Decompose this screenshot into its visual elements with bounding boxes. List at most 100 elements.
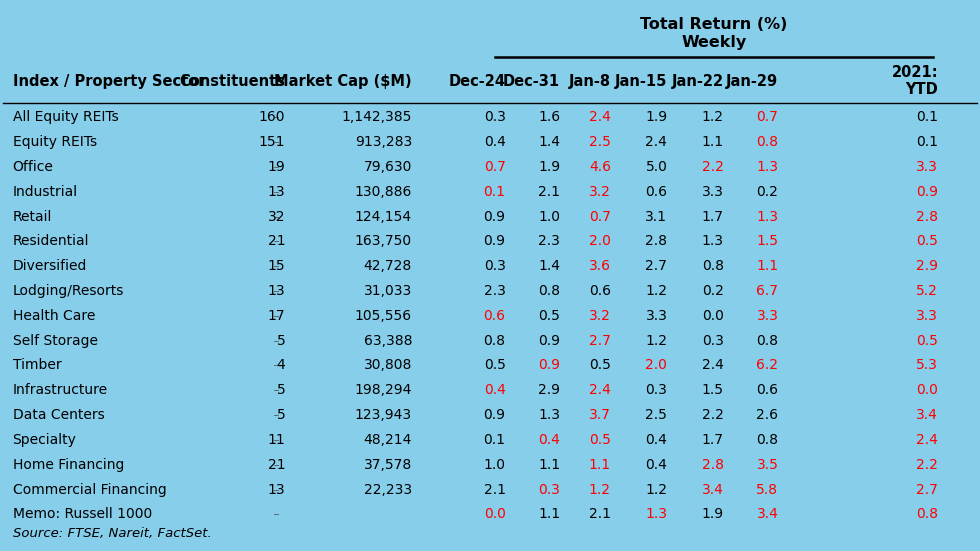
Text: 2.6: 2.6 [757, 408, 778, 422]
Text: 1.7: 1.7 [702, 433, 724, 447]
Text: 0.9: 0.9 [483, 408, 506, 422]
Text: 2.9: 2.9 [916, 259, 938, 273]
Text: 3.7: 3.7 [589, 408, 611, 422]
Text: 1.2: 1.2 [646, 483, 667, 496]
Text: 32: 32 [268, 209, 285, 224]
Text: 6.2: 6.2 [757, 359, 778, 372]
Text: 4: 4 [276, 359, 285, 372]
Text: 1.1: 1.1 [702, 135, 724, 149]
Text: 0.8: 0.8 [538, 284, 561, 298]
Text: 2.1: 2.1 [589, 507, 611, 521]
Text: 0.1: 0.1 [916, 135, 938, 149]
Text: Diversified: Diversified [13, 259, 87, 273]
Text: 2.5: 2.5 [646, 408, 667, 422]
Text: 2.3: 2.3 [538, 234, 561, 249]
Text: 1.9: 1.9 [702, 507, 724, 521]
Text: 13: 13 [268, 284, 285, 298]
Text: Jan-22: Jan-22 [671, 74, 724, 89]
Text: Health Care: Health Care [13, 309, 95, 323]
Text: 2.9: 2.9 [538, 383, 561, 397]
Text: 2.4: 2.4 [702, 359, 724, 372]
Text: 2.0: 2.0 [589, 234, 611, 249]
Text: 1.9: 1.9 [538, 160, 561, 174]
Text: 130,886: 130,886 [355, 185, 412, 199]
Text: 3.1: 3.1 [646, 209, 667, 224]
Text: Jan-15: Jan-15 [615, 74, 667, 89]
Text: 123,943: 123,943 [355, 408, 412, 422]
Text: Index / Property Sector: Index / Property Sector [13, 74, 205, 89]
Text: 1.2: 1.2 [646, 284, 667, 298]
Text: 1.2: 1.2 [702, 110, 724, 125]
Text: 2.4: 2.4 [589, 383, 611, 397]
Text: 0.6: 0.6 [646, 185, 667, 199]
Text: 2.2: 2.2 [702, 160, 724, 174]
Text: 0.2: 0.2 [757, 185, 778, 199]
Text: 2021:: 2021: [892, 64, 938, 79]
Text: Home Financing: Home Financing [13, 458, 123, 472]
Text: 198,294: 198,294 [355, 383, 412, 397]
Text: 1.1: 1.1 [538, 458, 561, 472]
Text: YTD: YTD [906, 82, 938, 97]
Text: 2.7: 2.7 [589, 334, 611, 348]
Text: 0.5: 0.5 [916, 234, 938, 249]
Text: 1.6: 1.6 [538, 110, 561, 125]
Text: 0.3: 0.3 [484, 259, 506, 273]
Text: 42,728: 42,728 [364, 259, 412, 273]
Text: 2.8: 2.8 [646, 234, 667, 249]
Text: Industrial: Industrial [13, 185, 77, 199]
Text: 2.0: 2.0 [646, 359, 667, 372]
Text: Dec-31: Dec-31 [503, 74, 561, 89]
Text: 19: 19 [268, 160, 285, 174]
Text: 37,578: 37,578 [364, 458, 412, 472]
Text: 0.3: 0.3 [538, 483, 561, 496]
Text: 2.4: 2.4 [589, 110, 611, 125]
Text: 3.4: 3.4 [916, 408, 938, 422]
Text: 3.3: 3.3 [757, 309, 778, 323]
Text: 1.4: 1.4 [538, 135, 561, 149]
Text: Self Storage: Self Storage [13, 334, 98, 348]
Text: 1.3: 1.3 [538, 408, 561, 422]
Text: 0.4: 0.4 [646, 433, 667, 447]
Text: 0.0: 0.0 [916, 383, 938, 397]
Text: 1.5: 1.5 [702, 383, 724, 397]
Text: 0.2: 0.2 [702, 284, 724, 298]
Text: 1.0: 1.0 [483, 458, 506, 472]
Text: 0.3: 0.3 [646, 383, 667, 397]
Text: Equity REITs: Equity REITs [13, 135, 97, 149]
Text: 17: 17 [268, 309, 285, 323]
Text: 5.8: 5.8 [757, 483, 778, 496]
Text: 5.2: 5.2 [916, 284, 938, 298]
Text: 3.2: 3.2 [589, 309, 611, 323]
Text: 0.7: 0.7 [757, 110, 778, 125]
Text: 3.4: 3.4 [757, 507, 778, 521]
Text: 2.7: 2.7 [916, 483, 938, 496]
Text: Source: FTSE, Nareit, FactSet.: Source: FTSE, Nareit, FactSet. [13, 527, 212, 541]
Text: 2.3: 2.3 [484, 284, 506, 298]
Text: 1,142,385: 1,142,385 [342, 110, 412, 125]
Text: Total Return (%): Total Return (%) [641, 17, 788, 32]
Text: 3.3: 3.3 [646, 309, 667, 323]
Text: Weekly: Weekly [681, 35, 747, 50]
Text: Data Centers: Data Centers [13, 408, 104, 422]
Text: 2.1: 2.1 [483, 483, 506, 496]
Text: 0.9: 0.9 [483, 209, 506, 224]
Text: 0.9: 0.9 [538, 334, 561, 348]
Text: Infrastructure: Infrastructure [13, 383, 108, 397]
Text: 21: 21 [268, 234, 285, 249]
Text: 1.3: 1.3 [702, 234, 724, 249]
Text: 0.5: 0.5 [484, 359, 506, 372]
Text: 160: 160 [259, 110, 285, 125]
Text: 0.4: 0.4 [484, 135, 506, 149]
Text: Jan-8: Jan-8 [568, 74, 611, 89]
Text: 3.2: 3.2 [589, 185, 611, 199]
Text: 3.4: 3.4 [702, 483, 724, 496]
Text: Residential: Residential [13, 234, 89, 249]
Text: 0.8: 0.8 [702, 259, 724, 273]
Text: 11: 11 [268, 433, 285, 447]
Text: 0.8: 0.8 [483, 334, 506, 348]
Text: 0.5: 0.5 [916, 334, 938, 348]
Text: 2.4: 2.4 [916, 433, 938, 447]
Text: 3.5: 3.5 [757, 458, 778, 472]
Text: 13: 13 [268, 483, 285, 496]
Text: 3.6: 3.6 [589, 259, 611, 273]
